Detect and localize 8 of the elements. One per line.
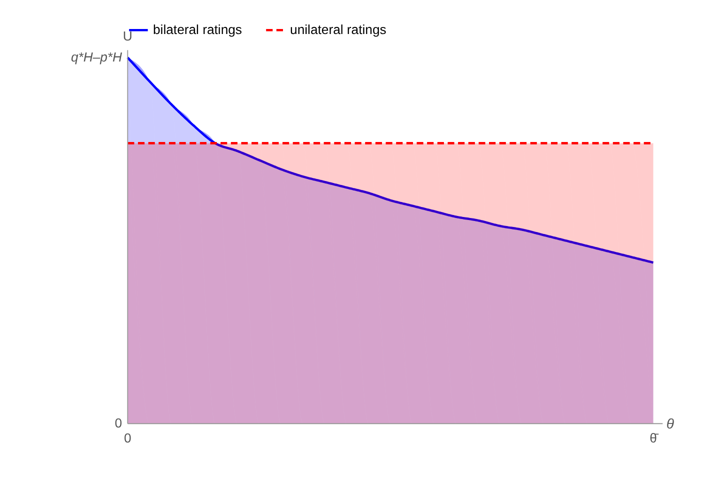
text: 0 — [124, 430, 132, 446]
x-axis-title: θ — [666, 415, 674, 432]
legend-label: bilateral ratings — [152, 22, 242, 37]
legend-label: unilateral ratings — [290, 22, 387, 37]
y-axis-title: U — [122, 28, 132, 44]
text: q*H–p*H — [70, 49, 123, 64]
text: 0 — [114, 415, 122, 430]
text: θ̄ — [650, 430, 659, 446]
